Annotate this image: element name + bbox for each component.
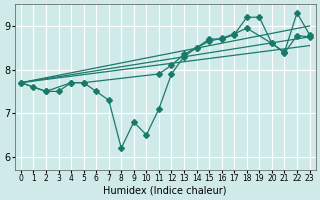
X-axis label: Humidex (Indice chaleur): Humidex (Indice chaleur): [103, 186, 227, 196]
